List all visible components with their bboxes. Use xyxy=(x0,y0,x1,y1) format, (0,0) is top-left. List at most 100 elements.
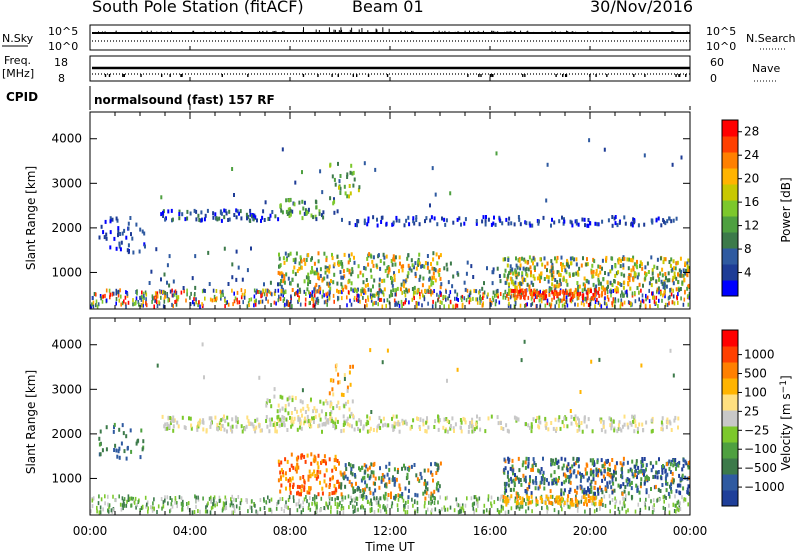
power-cell xyxy=(438,255,440,260)
power-cell xyxy=(544,290,546,295)
velocity-cell xyxy=(517,477,520,482)
power-cell xyxy=(307,272,310,277)
velocity-cell xyxy=(398,422,401,427)
power-cell xyxy=(317,272,320,277)
velocity-cell xyxy=(393,482,396,487)
power-cell xyxy=(555,290,558,295)
velocity-cell xyxy=(640,469,643,474)
velocity-cell xyxy=(598,499,601,504)
velocity-cell xyxy=(346,388,349,393)
velocity-cell xyxy=(212,502,214,507)
velocity-cell xyxy=(376,428,378,433)
velocity-cell xyxy=(654,484,657,489)
power-cell xyxy=(434,301,437,306)
velocity-cell xyxy=(301,413,303,418)
velocity-cell xyxy=(343,373,346,378)
power-cell xyxy=(311,269,314,274)
velocity-cell xyxy=(543,477,546,482)
velocity-cell xyxy=(344,484,347,489)
velocity-cell xyxy=(317,465,320,470)
velocity-cell xyxy=(504,486,507,491)
velocity-cell xyxy=(267,495,269,500)
velocity-cell xyxy=(214,415,217,420)
velocity-cell xyxy=(295,502,298,507)
power-cell xyxy=(687,266,690,271)
velocity-cell xyxy=(547,496,550,501)
velocity-cell xyxy=(500,494,502,499)
velocity-cell xyxy=(627,425,630,430)
velocity-cell xyxy=(167,415,170,420)
velocity-cell xyxy=(593,509,596,514)
power-cell xyxy=(524,303,526,308)
power-cell xyxy=(452,304,454,309)
x-tick-label: 20:00 xyxy=(573,524,608,538)
velocity-cell xyxy=(402,498,405,503)
velocity-cell xyxy=(554,499,557,504)
power-cell xyxy=(445,289,447,294)
power-cell xyxy=(142,291,145,296)
velocity-cell xyxy=(316,469,319,474)
velocity-cell xyxy=(314,414,317,419)
velocity-cell xyxy=(284,404,287,408)
velocity-cell xyxy=(430,462,432,467)
velocity-cell xyxy=(466,496,468,501)
power-cell xyxy=(336,254,339,259)
velocity-cell xyxy=(313,406,316,411)
power-cell xyxy=(105,288,108,293)
power-cell xyxy=(616,223,619,228)
power-cell xyxy=(317,289,320,294)
power-cell xyxy=(524,220,527,225)
power-cell xyxy=(412,293,415,298)
velocity-cell xyxy=(592,491,595,496)
power-cell xyxy=(221,290,223,295)
power-cell xyxy=(619,282,622,286)
velocity-cell xyxy=(404,419,407,424)
velocity-cell xyxy=(630,480,633,485)
velocity-cell xyxy=(422,491,425,496)
power-cell xyxy=(194,285,197,290)
power-cell xyxy=(124,295,127,300)
power-cell xyxy=(645,297,647,302)
velocity-cell xyxy=(404,466,407,471)
velocity-cell xyxy=(372,473,375,478)
velocity-cell xyxy=(485,508,488,513)
velocity-cell xyxy=(490,501,492,506)
power-cell xyxy=(212,215,215,220)
velocity-cell xyxy=(529,426,532,430)
nsky-spikes xyxy=(94,27,688,33)
velocity-cell xyxy=(640,460,643,465)
velocity-cell xyxy=(118,427,121,432)
velocity-cell xyxy=(636,426,639,431)
velocity-cell xyxy=(509,466,512,471)
velocity-cell xyxy=(162,504,165,509)
velocity-cell xyxy=(382,423,384,428)
power-cell xyxy=(257,290,259,294)
velocity-cell xyxy=(453,429,455,433)
power-cell xyxy=(402,301,405,306)
velocity-cell xyxy=(360,505,362,510)
velocity-cell xyxy=(164,498,166,503)
velocity-cell xyxy=(113,448,116,452)
velocity-cell xyxy=(464,503,467,508)
velocity-cell xyxy=(630,422,633,427)
velocity-cell xyxy=(394,495,397,500)
power-cell xyxy=(168,254,171,259)
power-cell xyxy=(363,161,366,166)
power-cell xyxy=(587,280,590,285)
velocity-cell xyxy=(502,427,505,431)
power-cell xyxy=(116,218,119,223)
velocity-cell xyxy=(662,495,665,500)
power-cell xyxy=(325,255,328,260)
power-cell xyxy=(688,283,690,288)
velocity-cell xyxy=(231,417,234,422)
velocity-cell xyxy=(366,429,369,434)
velocity-cell xyxy=(91,498,94,503)
power-cell xyxy=(413,265,415,270)
velocity-cell xyxy=(278,423,281,428)
power-cell xyxy=(594,221,597,226)
velocity-cell xyxy=(290,452,293,457)
velocity-colorbar-swatch xyxy=(722,378,738,395)
power-cell xyxy=(261,299,264,304)
power-cell xyxy=(299,210,302,215)
velocity-cell xyxy=(313,469,316,474)
